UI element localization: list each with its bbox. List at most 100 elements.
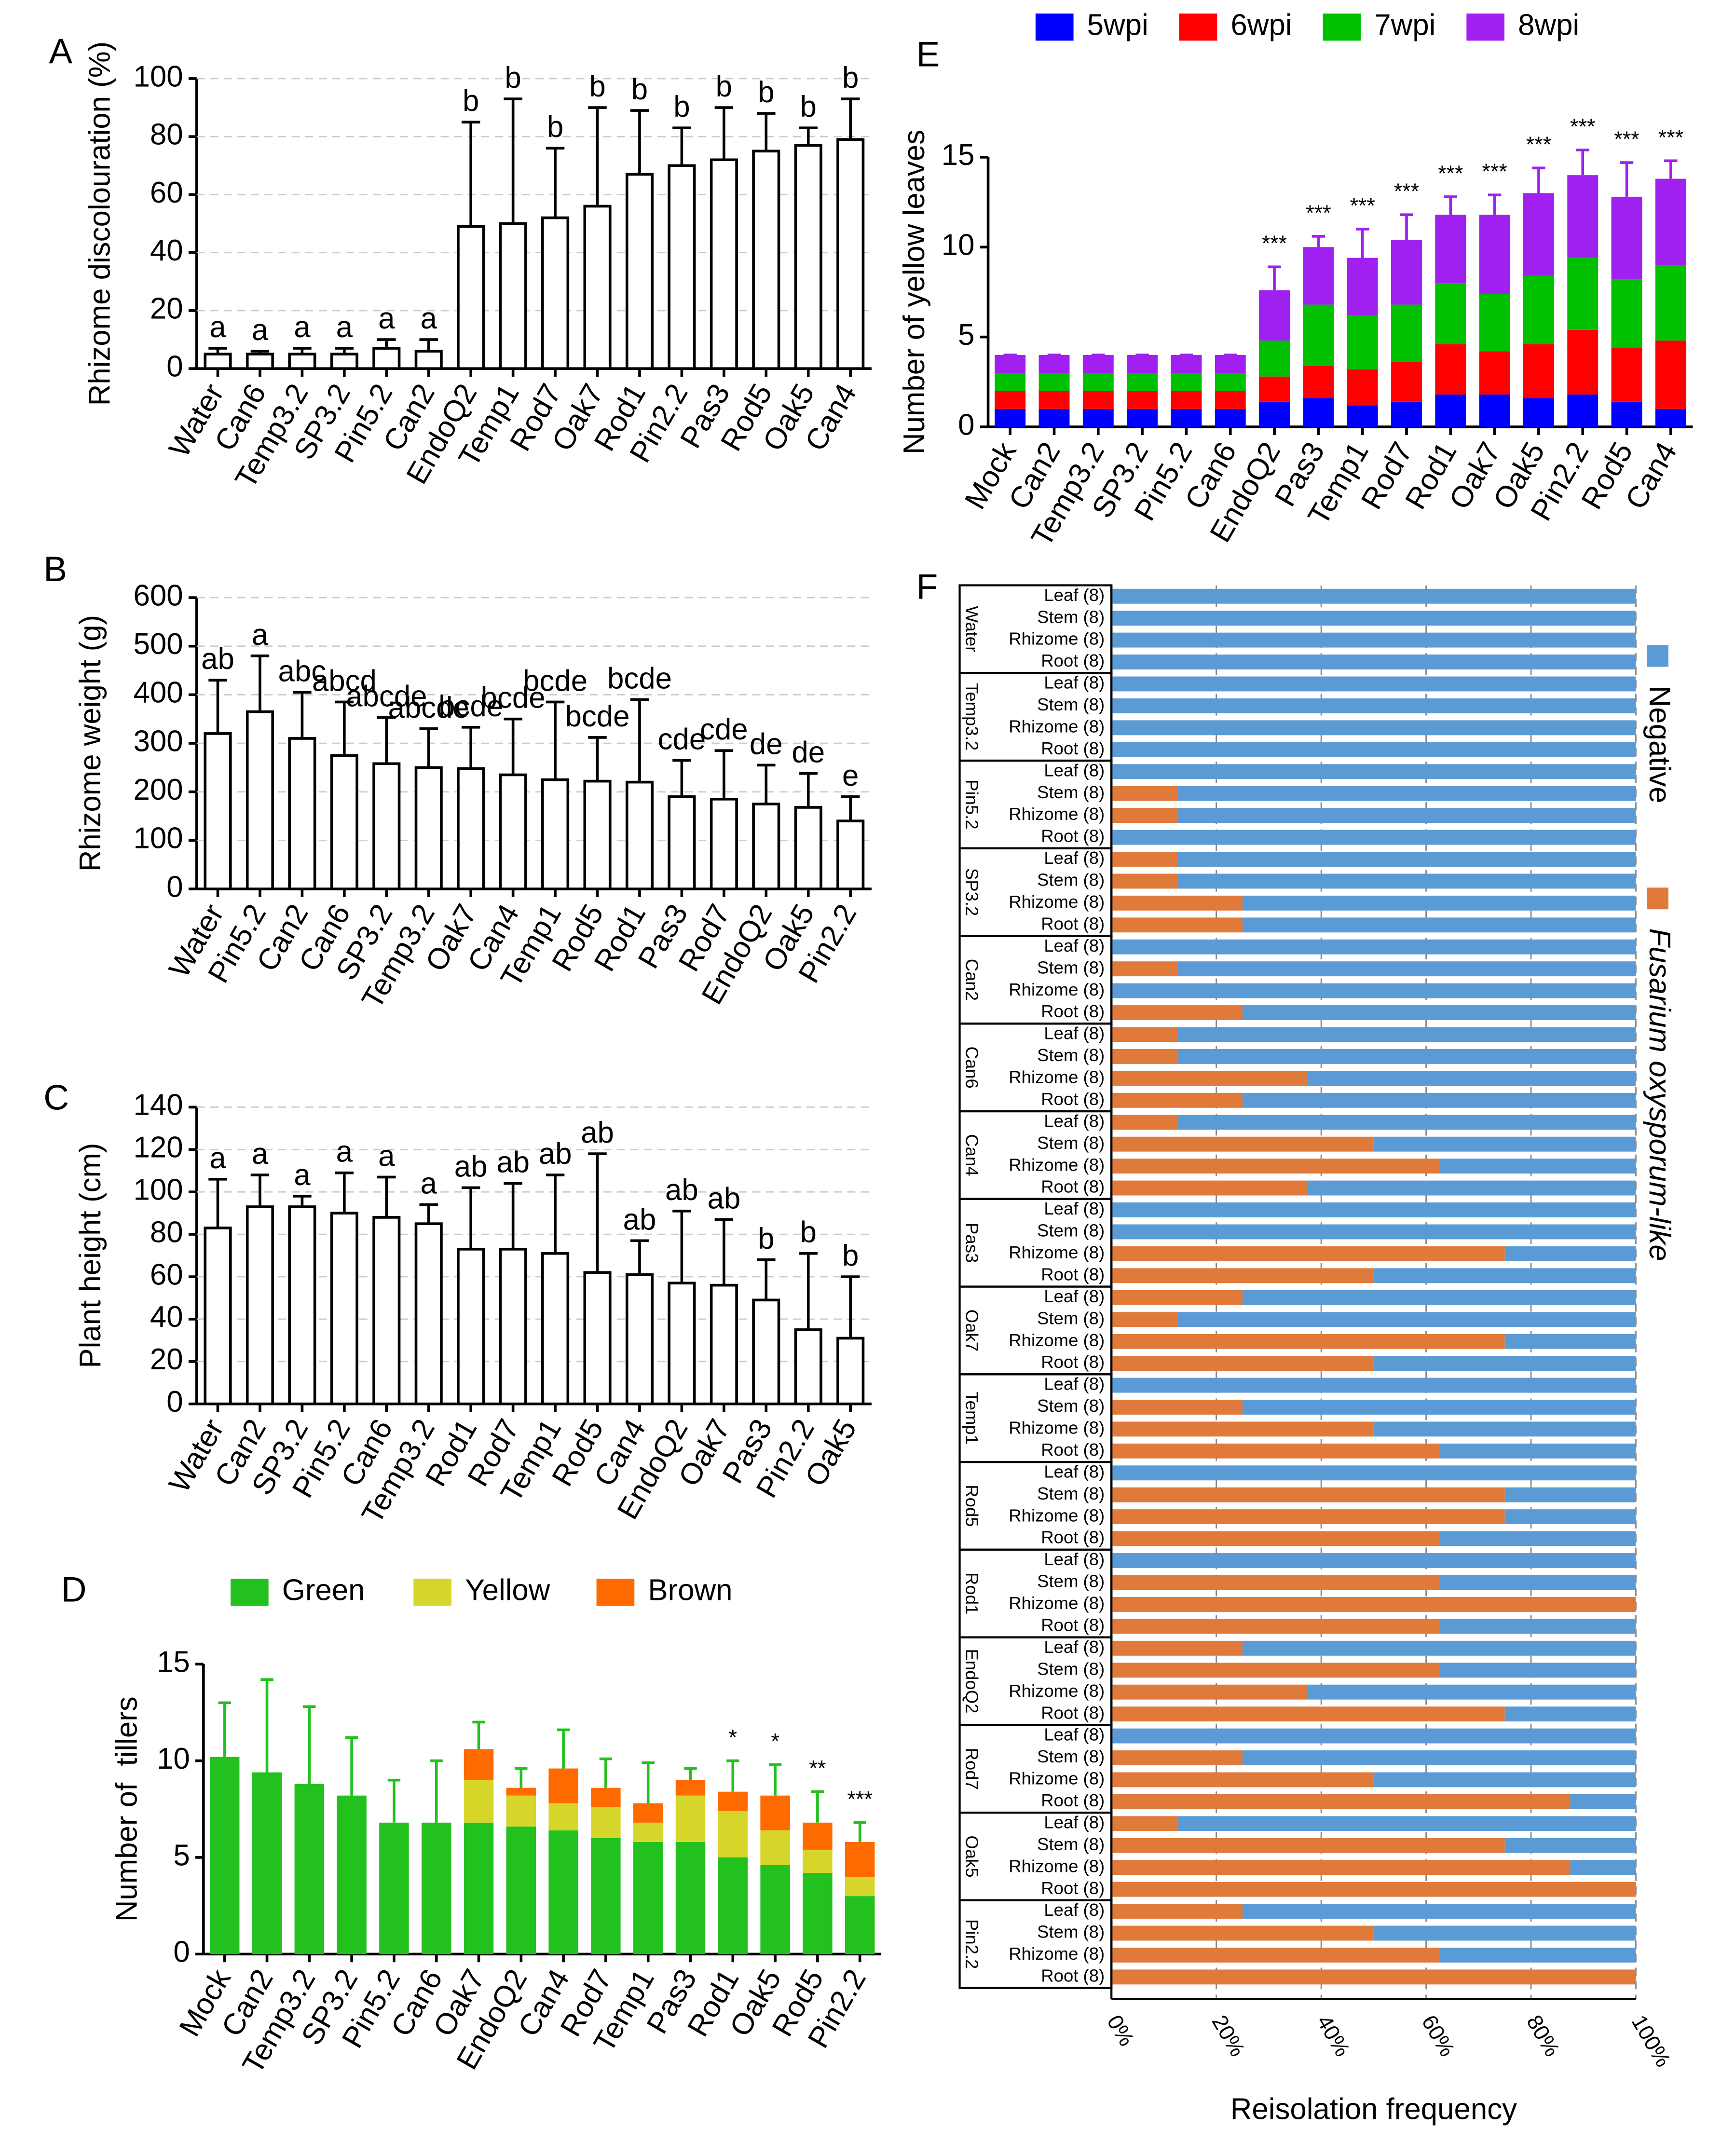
bar-segment bbox=[1171, 391, 1202, 409]
bar-segment bbox=[1504, 1838, 1636, 1853]
bar-segment bbox=[1127, 355, 1158, 373]
legend-swatch bbox=[413, 1579, 451, 1606]
panel-label: E bbox=[916, 35, 940, 74]
bar-segment bbox=[1523, 193, 1554, 276]
bar-segment bbox=[1435, 283, 1466, 344]
y-tick-label: 80 bbox=[150, 118, 183, 151]
bar bbox=[330, 754, 358, 890]
bar-segment bbox=[1111, 1421, 1374, 1437]
row-label: Root (8) bbox=[1041, 738, 1105, 758]
bar-segment bbox=[1111, 611, 1636, 626]
significance-letter: de bbox=[792, 736, 825, 769]
row-label: Leaf (8) bbox=[1044, 1637, 1105, 1657]
y-tick-label: 0 bbox=[958, 408, 974, 441]
bar-segment bbox=[845, 1896, 875, 1954]
row-label: Stem (8) bbox=[1037, 957, 1105, 977]
group-label: Can2 bbox=[962, 959, 982, 1001]
bar-segment bbox=[1111, 1816, 1177, 1831]
bar-segment bbox=[1308, 1071, 1636, 1086]
bar-segment bbox=[1243, 1904, 1636, 1919]
bar-segment bbox=[1111, 1838, 1505, 1853]
bar bbox=[836, 819, 865, 890]
bar-segment bbox=[1435, 394, 1466, 427]
bar-segment bbox=[464, 1780, 494, 1823]
bar-segment bbox=[1570, 1794, 1636, 1809]
group-label: Pas3 bbox=[962, 1223, 982, 1263]
significance: *** bbox=[1438, 161, 1463, 186]
bar-segment bbox=[803, 1849, 833, 1873]
row-label: Stem (8) bbox=[1037, 1747, 1105, 1766]
bar-segment bbox=[1373, 1772, 1636, 1788]
row-label: Leaf (8) bbox=[1044, 1461, 1105, 1481]
legend-label: Yellow bbox=[465, 1574, 550, 1607]
bar-segment bbox=[1111, 1312, 1177, 1327]
bar-segment bbox=[1111, 588, 1636, 604]
bar-segment bbox=[1111, 1684, 1308, 1700]
bar-segment bbox=[506, 1795, 536, 1827]
significance-letter: ab bbox=[496, 1146, 530, 1179]
bar-segment bbox=[1111, 1772, 1374, 1788]
y-tick-label: 500 bbox=[134, 628, 183, 661]
row-label: Leaf (8) bbox=[1044, 1900, 1105, 1920]
bar bbox=[668, 1282, 696, 1405]
group-label: Rod1 bbox=[962, 1572, 982, 1614]
significance-letter: b bbox=[673, 90, 690, 123]
bar-segment bbox=[1215, 409, 1246, 427]
y-axis-title: Rhizome weight (g) bbox=[74, 615, 107, 872]
significance-letter: b bbox=[842, 1239, 859, 1272]
significance-letter: a bbox=[336, 311, 353, 344]
bar-segment bbox=[1611, 348, 1642, 402]
group-label: Oak5 bbox=[962, 1835, 982, 1877]
bar-segment bbox=[1111, 632, 1636, 648]
significance: *** bbox=[1350, 193, 1375, 218]
bar-segment bbox=[1479, 351, 1510, 395]
bar-segment bbox=[1111, 742, 1636, 757]
x-tick-label: 100% bbox=[1627, 2011, 1676, 2071]
significance-letter: abcde bbox=[388, 691, 469, 724]
bar-segment bbox=[1111, 786, 1177, 801]
row-label: Stem (8) bbox=[1037, 782, 1105, 802]
bar-segment bbox=[1111, 1159, 1439, 1174]
bar bbox=[752, 150, 780, 370]
bar-segment bbox=[1243, 1290, 1636, 1305]
legend-label: 5wpi bbox=[1087, 9, 1148, 42]
significance: *** bbox=[1614, 127, 1639, 151]
group-label: Temp3.2 bbox=[962, 683, 982, 751]
bar-segment bbox=[1111, 676, 1636, 692]
row-label: Rhizome (8) bbox=[1009, 1505, 1105, 1525]
row-label: Leaf (8) bbox=[1044, 936, 1105, 955]
bar-segment bbox=[1111, 1202, 1636, 1217]
y-axis-title: Number of yellow leaves bbox=[898, 130, 931, 454]
bar-segment bbox=[1439, 1663, 1636, 1678]
bar-segment bbox=[1111, 1115, 1177, 1130]
bar bbox=[583, 779, 612, 890]
legend-label: Negative bbox=[1643, 686, 1676, 804]
x-tick-label: 40% bbox=[1312, 2011, 1355, 2060]
bar-segment bbox=[1504, 1334, 1636, 1349]
row-label: Rhizome (8) bbox=[1009, 1418, 1105, 1438]
row-label: Stem (8) bbox=[1037, 695, 1105, 714]
bar-segment bbox=[1243, 895, 1636, 911]
y-tick-label: 120 bbox=[134, 1131, 183, 1164]
bar-segment bbox=[995, 409, 1026, 427]
y-axis-title: Rhizome discolouration (%) bbox=[83, 41, 116, 406]
bar-segment bbox=[1439, 1948, 1636, 1963]
row-label: Stem (8) bbox=[1037, 1221, 1105, 1241]
significance-letter: b bbox=[800, 90, 817, 123]
y-tick-label: 15 bbox=[157, 1645, 190, 1678]
bar-segment bbox=[1111, 1882, 1636, 1897]
bar bbox=[836, 1337, 865, 1405]
bar-segment bbox=[1259, 341, 1290, 377]
y-tick-label: 0 bbox=[166, 870, 183, 903]
significance-letter: a bbox=[294, 311, 311, 344]
row-label: Leaf (8) bbox=[1044, 1812, 1105, 1832]
bar-segment bbox=[1391, 240, 1422, 305]
bar-segment bbox=[1111, 1619, 1439, 1634]
bar-segment bbox=[1391, 401, 1422, 427]
bar-segment bbox=[1111, 1290, 1243, 1305]
row-label: Root (8) bbox=[1041, 826, 1105, 846]
row-label: Leaf (8) bbox=[1044, 1023, 1105, 1043]
group-label: EndoQ2 bbox=[962, 1649, 982, 1713]
bar-segment bbox=[1391, 304, 1422, 362]
bar-segment bbox=[633, 1803, 663, 1823]
